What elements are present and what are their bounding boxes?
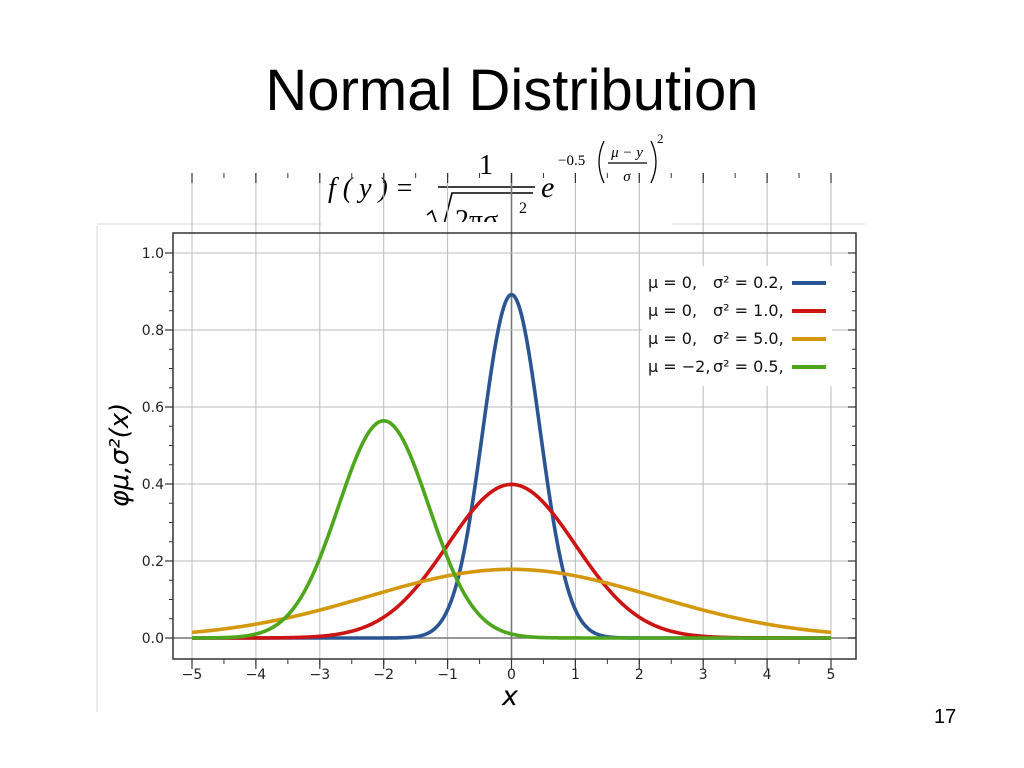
- series-curve-4: [191, 418, 832, 640]
- x-tick-label: 2: [635, 667, 644, 683]
- x-axis-label: x: [501, 681, 519, 712]
- legend-sigma-label: σ² = 1.0,: [713, 301, 784, 320]
- x-tick-label: 0: [507, 667, 516, 683]
- chart-curves: [191, 292, 832, 640]
- formula-exp-coefficient: −0.5: [558, 153, 585, 169]
- formula-base-e: e: [541, 171, 554, 204]
- y-axis-label: φμ,σ²(x): [105, 403, 135, 508]
- y-tick-labels: 0.0 0.2 0.4 0.6 0.8 1.0: [142, 246, 164, 647]
- y-tick-label: 0.2: [142, 554, 164, 570]
- legend-sigma-label: σ² = 0.5,: [713, 357, 784, 376]
- y-tick-label: 0.4: [142, 477, 164, 493]
- formula-numerator: 1: [479, 150, 493, 181]
- formula-right-paren: [650, 140, 657, 184]
- x-tick-label: −5: [182, 667, 203, 683]
- formula-denominator-exponent: 2: [519, 200, 527, 217]
- legend-items: μ = 0, σ² = 0.2, μ = 0, σ² = 1.0, μ = 0, σ² =…: [648, 273, 826, 376]
- x-tick-labels: −5 −4 −3 −2 −1 0 1 2 3 4 5: [182, 667, 836, 683]
- formula-left-paren: [598, 140, 605, 184]
- x-tick-label: −2: [373, 667, 394, 683]
- slide-title: Normal Distribution: [265, 58, 759, 123]
- x-tick-label: 4: [763, 667, 772, 683]
- legend-mu-label: μ = 0,: [648, 329, 697, 348]
- x-tick-label: −1: [437, 667, 458, 683]
- formula-lhs: f ( y ) =: [328, 173, 414, 204]
- formula-exp-power: 2: [657, 131, 664, 146]
- y-tick-label: 0.8: [142, 323, 164, 339]
- y-tick-label: 0.0: [142, 631, 164, 647]
- legend: μ = 0, σ² = 0.2, μ = 0, σ² = 1.0, μ = 0, σ² =…: [642, 266, 832, 386]
- x-tick-label: −3: [309, 667, 330, 683]
- legend-mu-label: μ = −2,: [648, 357, 710, 376]
- slide-number: 17: [934, 706, 957, 728]
- chart-ticks: [165, 173, 856, 669]
- series-curve-3: [191, 567, 832, 635]
- formula-exp-frac-numerator: μ − y: [610, 145, 643, 161]
- x-tick-label: 1: [571, 667, 580, 683]
- x-tick-label: 5: [827, 667, 836, 683]
- y-tick-label: 1.0: [142, 246, 164, 262]
- x-tick-label: 3: [699, 667, 708, 683]
- y-tick-label: 0.6: [142, 400, 164, 416]
- legend-sigma-label: σ² = 0.2,: [713, 273, 784, 292]
- legend-mu-label: μ = 0,: [648, 273, 697, 292]
- legend-sigma-label: σ² = 5.0,: [713, 329, 784, 348]
- legend-mu-label: μ = 0,: [648, 301, 697, 320]
- x-tick-label: −4: [246, 667, 267, 683]
- formula-exp-frac-denominator: σ: [623, 169, 631, 185]
